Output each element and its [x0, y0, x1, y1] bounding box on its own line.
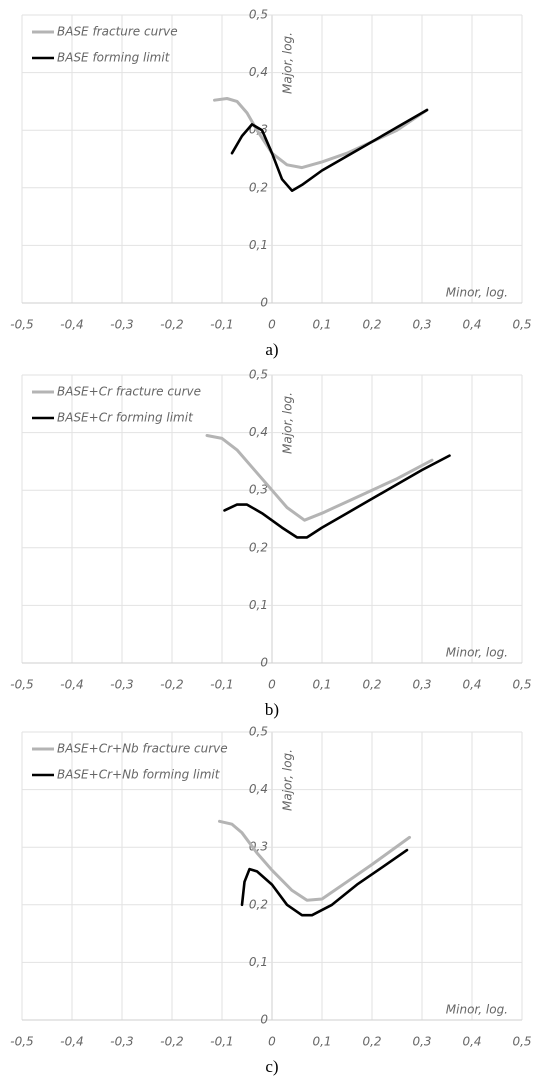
y-tick-label: 0 — [260, 656, 268, 670]
legend-label: BASE fracture curve — [57, 25, 178, 39]
x-tick-label: 0,5 — [512, 1035, 531, 1049]
series-line — [230, 108, 429, 192]
x-axis-label: Minor, log. — [446, 286, 508, 300]
x-tick-label: -0,5 — [10, 678, 33, 692]
x-tick-label: -0,4 — [60, 678, 83, 692]
chart-panel: -0,5 -0,4 -0,3 -0,2 -0,1 0 0,1 0,2 0,3 0,4 0,5 0 0,1… — [10, 8, 531, 359]
x-tick-label: 0,3 — [412, 318, 431, 332]
x-tick-label: 0,3 — [412, 678, 431, 692]
legend-label: BASE+Cr+Nb forming limit — [57, 768, 221, 782]
y-tick-label: 0,5 — [249, 8, 268, 22]
series-line — [218, 819, 411, 902]
series-line — [205, 434, 434, 522]
x-tick-label: 0,2 — [362, 318, 381, 332]
x-tick-label: -0,2 — [160, 318, 183, 332]
x-tick-label: 0,4 — [462, 678, 481, 692]
x-tick-label: 0,3 — [412, 1035, 431, 1049]
y-tick-label: 0,2 — [249, 897, 268, 911]
x-tick-label: 0 — [268, 318, 276, 332]
x-tick-label: -0,3 — [110, 1035, 133, 1049]
y-tick-label: 0,4 — [249, 65, 268, 79]
y-tick-label: 0 — [260, 296, 268, 310]
x-tick-label: 0,2 — [362, 678, 381, 692]
y-tick-label: 0,2 — [249, 180, 268, 194]
chart-panel: -0,5 -0,4 -0,3 -0,2 -0,1 0 0,1 0,2 0,3 0,4 0,5 0 0,1… — [10, 368, 531, 719]
series-line — [213, 97, 429, 170]
x-tick-label: 0,5 — [512, 678, 531, 692]
caption: b) — [265, 700, 279, 719]
series-line — [240, 848, 409, 917]
legend-label: BASE forming limit — [57, 51, 171, 65]
y-axis-label: Major, log. — [281, 392, 295, 454]
x-tick-label: -0,5 — [10, 318, 33, 332]
x-tick-label: 0,1 — [312, 678, 331, 692]
x-tick-label: -0,5 — [10, 1035, 33, 1049]
x-tick-label: 0,4 — [462, 318, 481, 332]
x-tick-label: -0,1 — [210, 318, 233, 332]
y-tick-label: 0,2 — [249, 540, 268, 554]
x-tick-label: -0,1 — [210, 1035, 233, 1049]
x-tick-label: 0 — [268, 678, 276, 692]
x-tick-label: -0,3 — [110, 318, 133, 332]
legend-label: BASE+Cr+Nb fracture curve — [57, 742, 228, 756]
x-tick-label: -0,4 — [60, 318, 83, 332]
x-tick-label: -0,2 — [160, 678, 183, 692]
y-tick-label: 0,1 — [249, 598, 268, 612]
x-tick-label: 0 — [268, 1035, 276, 1049]
x-tick-label: -0,4 — [60, 1035, 83, 1049]
legend-label: BASE+Cr fracture curve — [57, 385, 201, 399]
x-tick-label: -0,2 — [160, 1035, 183, 1049]
series-line — [223, 454, 451, 539]
caption: a) — [265, 340, 278, 359]
x-tick-label: 0,2 — [362, 1035, 381, 1049]
y-tick-label: 0,5 — [249, 368, 268, 382]
x-tick-label: 0,1 — [312, 318, 331, 332]
y-tick-label: 0,4 — [249, 425, 268, 439]
x-tick-label: -0,1 — [210, 678, 233, 692]
y-tick-label: 0 — [260, 1013, 268, 1027]
y-tick-label: 0,1 — [249, 238, 268, 252]
caption: c) — [265, 1057, 278, 1076]
y-tick-label: 0,1 — [249, 955, 268, 969]
y-tick-label: 0,5 — [249, 725, 268, 739]
y-tick-label: 0,3 — [249, 483, 268, 497]
x-tick-label: -0,3 — [110, 678, 133, 692]
x-axis-label: Minor, log. — [446, 646, 508, 660]
y-tick-label: 0,4 — [249, 782, 268, 796]
chart-panel: -0,5 -0,4 -0,3 -0,2 -0,1 0 0,1 0,2 0,3 0,4 0,5 0 0,1… — [10, 725, 531, 1076]
x-tick-label: 0,1 — [312, 1035, 331, 1049]
y-axis-label: Major, log. — [281, 32, 295, 94]
x-axis-label: Minor, log. — [446, 1003, 508, 1017]
x-tick-label: 0,5 — [512, 318, 531, 332]
legend-label: BASE+Cr forming limit — [57, 411, 194, 425]
y-axis-label: Major, log. — [281, 749, 295, 811]
x-tick-label: 0,4 — [462, 1035, 481, 1049]
